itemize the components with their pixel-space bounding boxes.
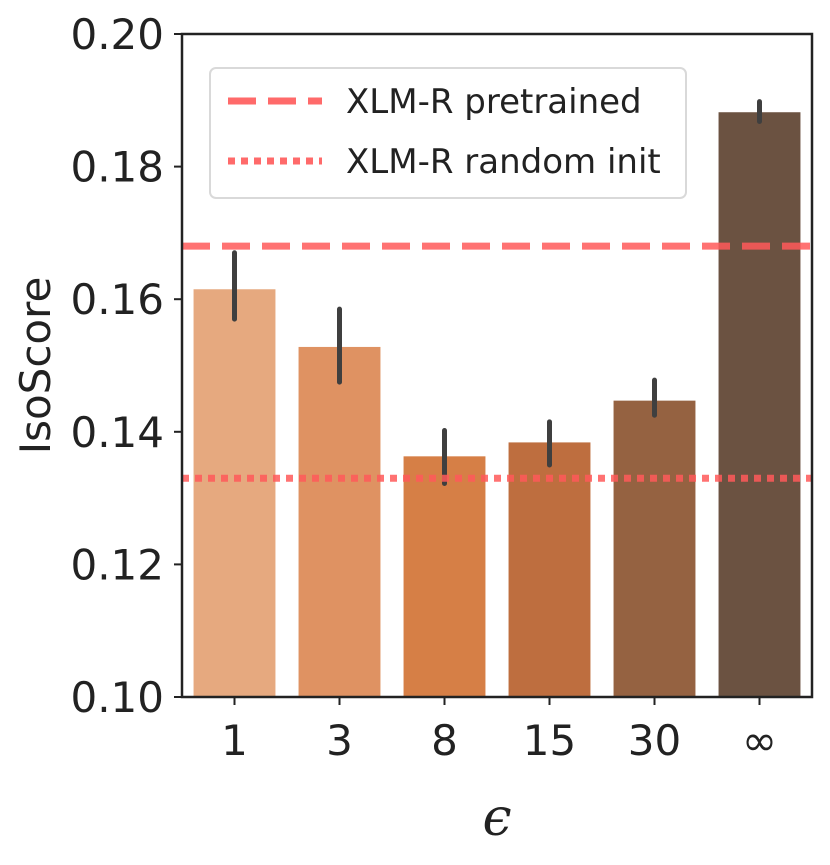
x-axis-title: ϵ: [482, 788, 511, 848]
bar-2: [403, 456, 486, 697]
bars-layer: [193, 112, 801, 697]
x-tick-label-5: ∞: [742, 716, 777, 765]
legend-label-0: XLM-R pretrained: [346, 82, 642, 122]
y-tick-label-5: 0.20: [70, 10, 164, 59]
legend-box: [209, 67, 687, 199]
bar-1: [298, 346, 381, 697]
y-tick-label-4: 0.18: [70, 143, 164, 192]
bar-5: [718, 112, 801, 697]
legend: XLM-R pretrained XLM-R random init: [209, 67, 687, 199]
bar-3: [508, 442, 591, 697]
x-tick-label-2: 8: [431, 716, 458, 765]
error-bars-layer: [232, 99, 762, 487]
y-tick-label-0: 0.10: [70, 673, 164, 722]
x-axis: 1 3 8 15 30 ∞: [221, 697, 777, 765]
x-tick-label-0: 1: [221, 716, 248, 765]
y-axis-title: IsoScore: [11, 277, 60, 455]
x-tick-label-4: 30: [628, 716, 681, 765]
x-tick-label-1: 3: [326, 716, 353, 765]
bar-4: [613, 400, 696, 697]
bar-0: [193, 289, 276, 697]
reference-lines-layer: [182, 242, 812, 482]
y-tick-label-2: 0.14: [70, 408, 164, 457]
x-tick-label-3: 15: [523, 716, 576, 765]
plot-frame: [180, 32, 814, 699]
y-tick-label-1: 0.12: [70, 540, 164, 589]
legend-label-1: XLM-R random init: [346, 142, 661, 182]
y-tick-label-3: 0.16: [70, 275, 164, 324]
y-axis: 0.10 0.12 0.14 0.16 0.18 0.20: [70, 10, 182, 722]
